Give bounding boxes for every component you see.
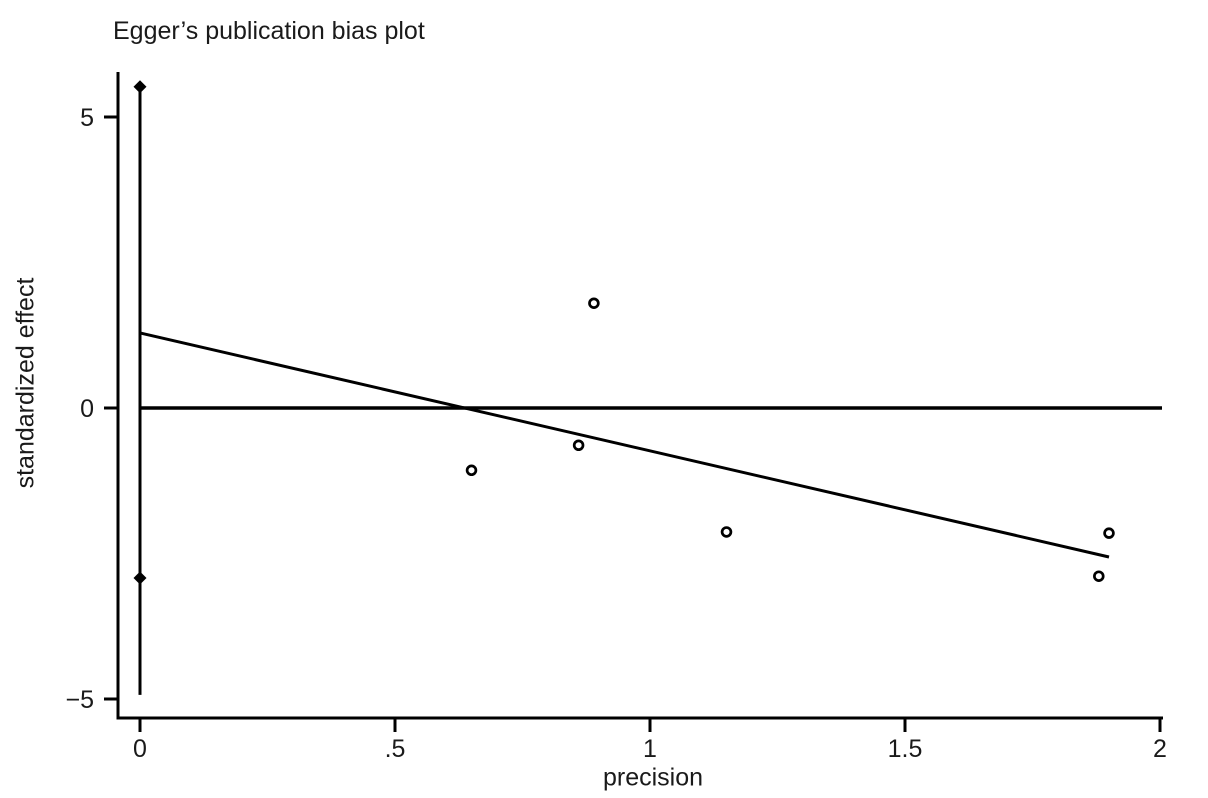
diamond-marker <box>133 571 147 585</box>
data-point <box>588 297 600 309</box>
data-point <box>1103 527 1115 539</box>
x-tick-label: 1.5 <box>888 735 923 763</box>
data-point <box>465 464 478 477</box>
y-tick-label: 5 <box>80 104 94 132</box>
x-tick-label: .5 <box>385 735 406 763</box>
x-axis-label: precision <box>602 763 704 792</box>
y-tick-label: −5 <box>65 686 94 714</box>
x-tick-label: 2 <box>1153 735 1167 763</box>
data-point <box>1093 570 1105 582</box>
y-tick-label: 0 <box>80 395 94 423</box>
x-tick-label: 0 <box>133 735 147 763</box>
x-tick-label: 1 <box>643 735 657 763</box>
egger-regression-line <box>139 331 1110 559</box>
data-point <box>572 439 585 451</box>
data-point <box>720 526 733 538</box>
diamond-marker <box>133 80 147 94</box>
chart-title: Egger’s publication bias plot <box>113 17 425 45</box>
